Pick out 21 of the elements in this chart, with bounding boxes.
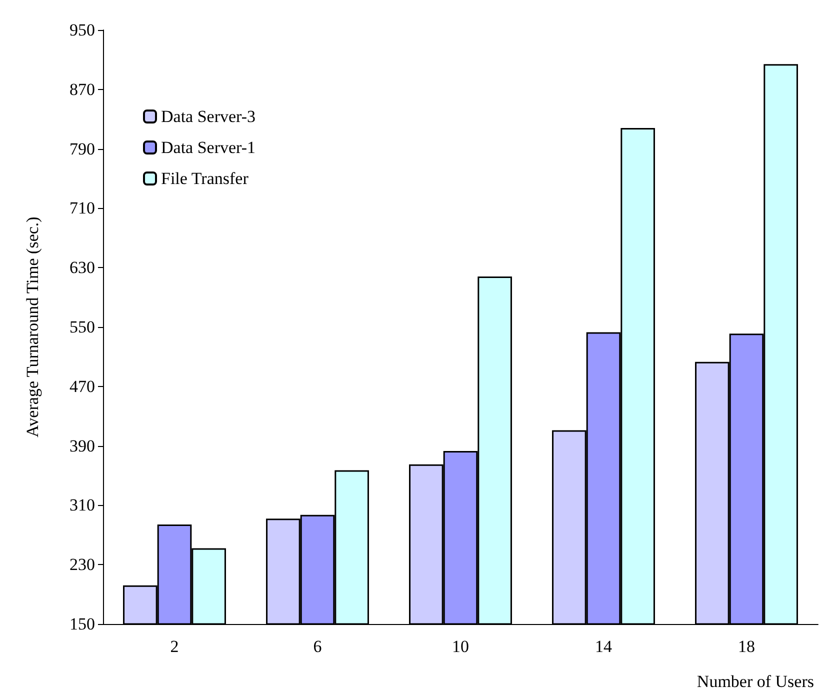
y-tick-label: 150 — [70, 614, 95, 634]
y-tick-label: 470 — [70, 376, 95, 396]
y-tick-label: 550 — [70, 318, 95, 336]
x-tick-label: 10 — [452, 637, 469, 656]
y-tick-label: 790 — [70, 139, 95, 158]
y-tick-label: 630 — [70, 258, 95, 278]
y-tick-label: 390 — [70, 436, 95, 456]
y-tick-label: 230 — [70, 555, 95, 574]
x-tick-label: 18 — [738, 637, 755, 656]
x-tick-label: 14 — [595, 637, 612, 656]
legend-label: Data Server-1 — [161, 138, 256, 157]
y-tick-label: 310 — [70, 496, 95, 515]
y-tick-label: 950 — [70, 20, 95, 40]
y-tick-label: 870 — [70, 80, 95, 99]
legend-label: File Transfer — [161, 169, 249, 188]
x-tick-label: 6 — [313, 637, 322, 656]
x-tick-label: 2 — [170, 637, 179, 656]
x-axis-title: Number of Users — [696, 672, 814, 691]
legend-label: Data Server-3 — [161, 107, 256, 126]
y-tick-label: 710 — [70, 198, 95, 218]
y-axis-title: Average Turnaround Time (sec.) — [23, 216, 42, 438]
